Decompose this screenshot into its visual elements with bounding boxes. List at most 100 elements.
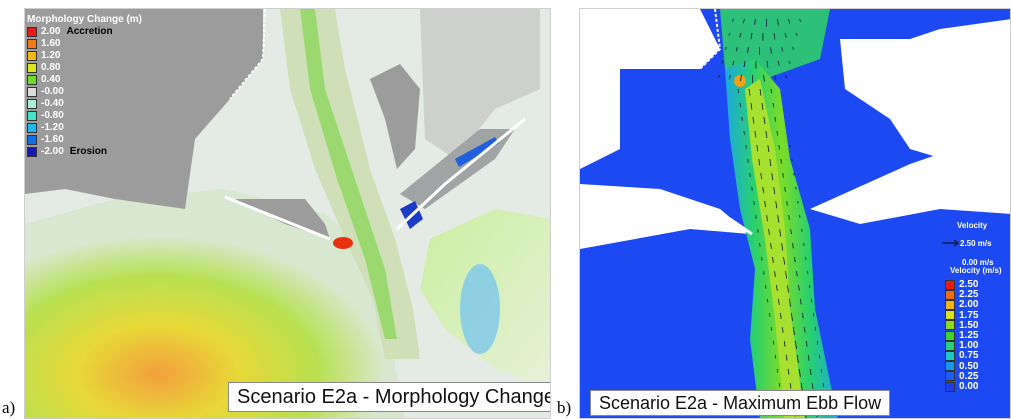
velocity-vector	[774, 354, 777, 359]
land-spit-b	[580, 184, 750, 249]
land-island	[370, 64, 420, 169]
morphology-legend-value: 0.40	[41, 74, 61, 85]
velocity-vector	[780, 158, 782, 164]
velocity-vector	[792, 46, 795, 50]
morphology-legend-swatch	[27, 86, 37, 97]
velocity-legend-swatch	[945, 340, 955, 351]
velocity-vector	[745, 144, 747, 149]
velocity-legend-swatch	[945, 371, 955, 382]
velocity-legend-entry: 0.25	[945, 371, 978, 382]
morphology-legend-title: Morphology Change (m)	[27, 14, 142, 25]
velocity-vector	[781, 242, 784, 251]
morphology-legend-entry: 1.20	[27, 50, 60, 61]
velocity-vector	[772, 340, 775, 345]
ebb-flow-map: Velocity 2.50 m/s 0.00 m/s Velocity (m/s…	[579, 8, 1011, 419]
velocity-legend-swatch	[945, 310, 955, 321]
velocity-vector	[743, 60, 746, 68]
velocity-legend-value: 0.50	[959, 360, 979, 372]
velocity-vector	[785, 74, 788, 78]
velocity-vector	[775, 200, 778, 209]
velocity-legend-value: 1.75	[959, 309, 979, 321]
velocity-vector	[763, 74, 765, 82]
velocity-vector	[754, 18, 756, 26]
velocity-vector	[792, 326, 795, 335]
morphology-legend-entry: -0.80	[27, 110, 64, 121]
land-northeast-b	[840, 19, 1010, 164]
velocity-vector	[785, 270, 787, 279]
morphology-legend-value: -1.60	[41, 134, 64, 145]
accretion-hotspot	[333, 237, 353, 249]
morphology-legend-swatch	[27, 110, 37, 121]
velocity-vector	[776, 368, 779, 373]
morphology-map-graphic	[25, 9, 550, 418]
velocity-vector	[742, 18, 745, 24]
velocity-vector	[770, 88, 772, 94]
velocity-vector	[765, 130, 768, 139]
velocity-legend-entry: 1.25	[945, 330, 978, 341]
velocity-vector	[818, 354, 821, 359]
morphology-caption: Scenario E2a - Morphology Change	[228, 382, 550, 412]
morphology-legend-value: 1.60	[41, 38, 61, 49]
vector-legend-title: Velocity	[957, 221, 988, 230]
velocity-vector	[750, 102, 753, 110]
velocity-vector	[765, 284, 767, 289]
morphology-legend-value: -2.00	[41, 146, 64, 157]
shoreline-marks	[229, 9, 266, 100]
velocity-vector	[761, 256, 763, 261]
velocity-vector	[770, 242, 772, 250]
velocity-legend-swatch	[945, 361, 955, 372]
velocity-vector	[756, 144, 759, 152]
vector-reference-max: 2.50 m/s	[960, 239, 992, 248]
morphology-legend-entry: 0.40	[27, 74, 60, 85]
velocity-vector	[776, 284, 778, 291]
velocity-vector	[777, 214, 780, 223]
velocity-vector	[771, 172, 774, 181]
velocity-vector	[735, 46, 738, 52]
velocity-legend-value: 2.25	[959, 289, 979, 301]
velocity-vector	[748, 88, 751, 96]
morphology-legend-value: -0.40	[41, 98, 64, 109]
velocity-vector	[764, 200, 766, 208]
morphology-legend-value: 0.80	[41, 62, 61, 73]
velocity-legend-entry: 1.75	[945, 310, 978, 321]
velocity-vector	[794, 256, 796, 263]
velocity-vector	[780, 312, 782, 319]
morphology-legend-entry: -1.20	[27, 122, 64, 133]
velocity-vector	[766, 214, 768, 222]
velocity-vector	[761, 102, 764, 110]
morphology-legend-swatch	[27, 122, 37, 133]
velocity-peak	[734, 75, 746, 87]
velocity-legend-value: 0.00	[959, 381, 979, 392]
velocity-legend-entry: 2.25	[945, 289, 978, 300]
morphology-legend-entry: -1.60	[27, 134, 64, 145]
morphology-legend-swatch	[27, 98, 37, 109]
breakwater-line	[395, 117, 526, 231]
velocity-vector	[786, 200, 788, 206]
velocity-legend-entry: 1.00	[945, 340, 978, 351]
velocity-vector	[732, 60, 735, 66]
velocity-vector	[740, 74, 742, 82]
erosion-patch	[460, 264, 500, 354]
velocity-vector	[757, 228, 759, 233]
morphology-legend-swatch	[27, 38, 37, 49]
velocity-legend-swatch	[945, 289, 955, 300]
velocity-vector	[750, 32, 753, 40]
velocity-vector	[798, 284, 800, 291]
velocity-vector	[807, 354, 810, 361]
morphology-legend-swatch	[27, 62, 37, 73]
morphology-legend-swatch	[27, 134, 37, 145]
velocity-vector	[787, 368, 790, 375]
velocity-vector	[783, 340, 786, 347]
training-wall	[224, 195, 331, 241]
morphology-legend-entry: -2.00 Erosion	[27, 146, 107, 157]
velocity-legend-entry: 1.50	[945, 320, 978, 331]
velocity-legend-swatch	[945, 299, 955, 310]
velocity-vector	[811, 298, 813, 303]
velocity-vector	[788, 18, 791, 24]
morphology-legend-note: Erosion	[69, 146, 108, 157]
velocity-map-graphic	[580, 9, 1010, 418]
velocity-vector	[747, 158, 749, 163]
velocity-vector	[758, 158, 761, 166]
velocity-vector	[754, 130, 757, 138]
land-west	[25, 9, 263, 209]
